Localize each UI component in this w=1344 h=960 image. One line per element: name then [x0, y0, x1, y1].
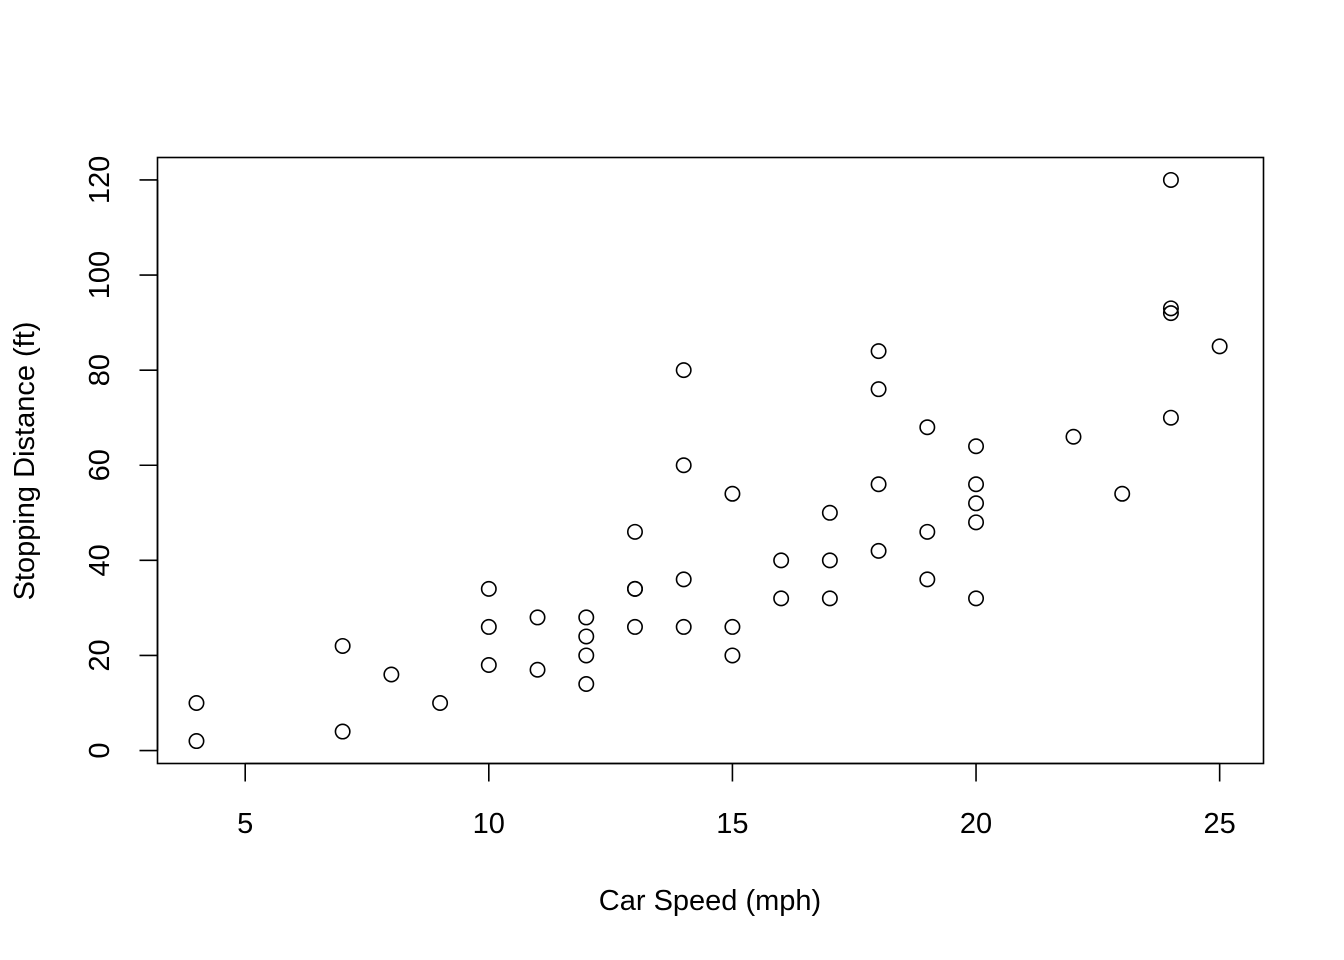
data-point: [675, 618, 692, 635]
data-point: [1162, 305, 1179, 322]
y-tick-label: 20: [84, 639, 116, 671]
data-point: [1065, 428, 1082, 445]
data-point: [1162, 171, 1179, 188]
data-point: [821, 504, 838, 521]
data-point: [870, 381, 887, 398]
data-point: [1211, 338, 1228, 355]
y-tick-label: 0: [84, 742, 116, 758]
x-tick-label: 25: [1204, 808, 1236, 840]
y-tick-label: 100: [84, 251, 116, 299]
data-point: [626, 580, 643, 597]
data-point: [480, 656, 497, 673]
x-axis-label: Car Speed (mph): [599, 885, 821, 917]
data-point: [383, 666, 400, 683]
data-point: [724, 618, 741, 635]
data-point: [334, 723, 351, 740]
data-point: [675, 362, 692, 379]
y-axis: 0 20 40 60 80 100 120: [84, 156, 159, 759]
data-point: [578, 647, 595, 664]
data-point: [432, 695, 449, 712]
data-point: [773, 590, 790, 607]
data-point: [188, 695, 205, 712]
data-point: [578, 628, 595, 645]
data-point: [578, 675, 595, 692]
data-point: [188, 733, 205, 750]
data-point: [1114, 485, 1131, 502]
data-point: [968, 590, 985, 607]
x-tick-label: 15: [716, 808, 748, 840]
y-tick-label: 60: [84, 449, 116, 481]
data-point: [675, 457, 692, 474]
data-point: [968, 476, 985, 493]
data-point: [480, 618, 497, 635]
x-axis: 5 10 15 20 25: [237, 762, 1236, 840]
data-point: [480, 580, 497, 597]
data-point: [968, 495, 985, 512]
data-point: [724, 485, 741, 502]
data-point: [675, 571, 692, 588]
data-point: [626, 523, 643, 540]
data-point: [1162, 409, 1179, 426]
data-point: [919, 419, 936, 436]
data-point: [968, 514, 985, 531]
y-axis-label: Stopping Distance (ft): [9, 322, 41, 601]
data-point: [821, 552, 838, 569]
y-tick-label: 80: [84, 354, 116, 386]
data-point: [821, 590, 838, 607]
y-tick-label: 40: [84, 544, 116, 576]
data-point: [578, 609, 595, 626]
data-points: [188, 171, 1228, 750]
data-point: [870, 476, 887, 493]
y-tick-label: 120: [84, 156, 116, 204]
data-point: [968, 438, 985, 455]
x-tick-label: 5: [237, 808, 253, 840]
plot-frame: [156, 156, 1265, 765]
data-point: [773, 552, 790, 569]
data-point: [334, 637, 351, 654]
data-point: [626, 618, 643, 635]
data-point: [529, 609, 546, 626]
data-point: [1162, 300, 1179, 317]
data-point: [919, 571, 936, 588]
data-point: [724, 647, 741, 664]
data-point: [529, 661, 546, 678]
data-point: [870, 542, 887, 559]
data-point: [919, 523, 936, 540]
x-tick-label: 10: [473, 808, 505, 840]
x-tick-label: 20: [960, 808, 992, 840]
data-point: [870, 343, 887, 360]
